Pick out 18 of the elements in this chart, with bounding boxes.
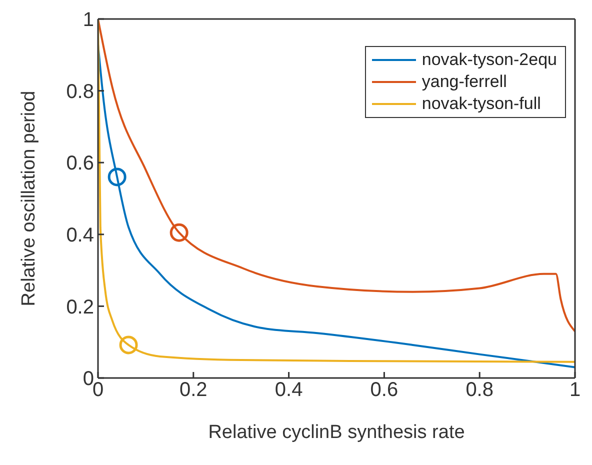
y-tick-label: 0.6 — [66, 152, 94, 175]
y-axis-title: Relative oscillation period — [18, 90, 40, 306]
legend-label: yang-ferrell — [422, 72, 507, 92]
y-tick-label: 0.4 — [66, 224, 94, 246]
point — [170, 223, 188, 242]
legend-label: novak-tyson-2equ — [422, 50, 557, 70]
x-tick-label: 0.4 — [274, 379, 303, 402]
x-axis-title: Relative cyclinB synthesis rate — [208, 422, 465, 443]
point — [119, 336, 138, 354]
y-tick-label: 0.8 — [66, 80, 94, 103]
y-tick-label: 0.2 — [66, 296, 94, 318]
x-tick-label: 1 — [569, 379, 581, 402]
legend-label: novak-tyson-full — [422, 94, 541, 114]
point — [108, 168, 126, 186]
x-tick-label: 0.2 — [179, 379, 208, 402]
x-tick-label: 0.6 — [370, 379, 398, 402]
y-tick-label: 1 — [82, 9, 94, 32]
x-tick-label: 0.8 — [466, 379, 494, 402]
